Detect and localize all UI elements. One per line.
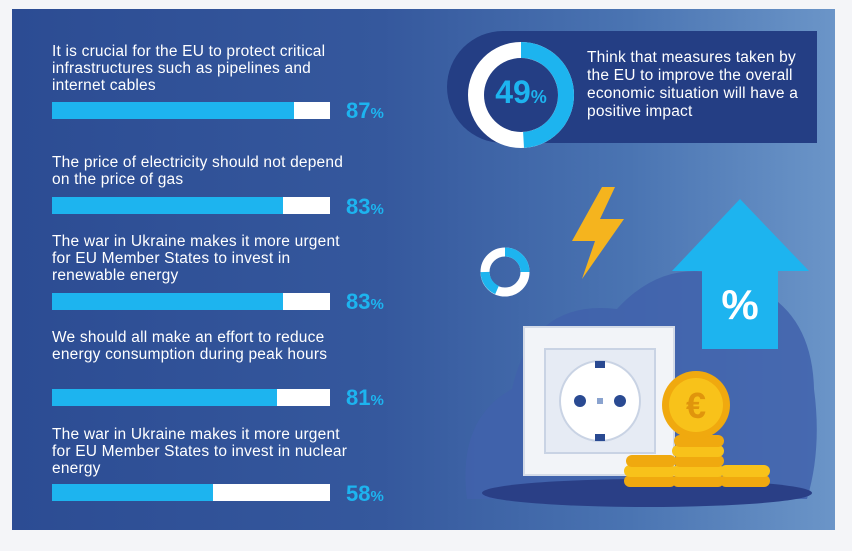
percent-unit: %: [370, 105, 384, 122]
socket-center: [597, 398, 603, 404]
bar-fill: [52, 102, 294, 119]
socket-hole: [614, 395, 626, 407]
highlight-percent: 49%: [476, 75, 566, 114]
socket-ground: [595, 434, 605, 441]
coin: [672, 445, 724, 457]
coin-face: [669, 378, 723, 432]
coin: [720, 465, 770, 477]
percent-label: 87%: [346, 100, 384, 125]
percent-label: 83%: [346, 291, 384, 316]
ring-accent: [480, 271, 500, 295]
statement-text: The price of electricity should not depe…: [52, 154, 344, 188]
bar-fill: [52, 484, 214, 501]
statement-text: It is crucial for the EU to protect crit…: [52, 43, 326, 94]
percent-value: 83: [346, 194, 371, 219]
up-arrow-icon: %: [672, 199, 809, 349]
bar-track: [52, 389, 330, 406]
percent-label: 58%: [346, 483, 384, 508]
bar-track: [52, 102, 330, 119]
percent-value: 83: [346, 289, 371, 314]
percent-unit: %: [370, 488, 384, 505]
highlight-donut: [468, 42, 574, 148]
bar-track: [52, 293, 330, 310]
lightning-bolt-icon: [572, 187, 624, 279]
ring-accent: [504, 247, 530, 273]
statement-text: The war in Ukraine makes it more urgent …: [52, 233, 340, 284]
power-socket-icon: [523, 326, 675, 476]
coin: [624, 465, 676, 477]
arrow-shape: [672, 199, 809, 349]
percent-value: 81: [346, 385, 371, 410]
socket-hole: [574, 395, 586, 407]
coin: [672, 475, 724, 487]
illustration: %: [465, 42, 817, 507]
percent-value: 87: [346, 98, 371, 123]
donut-arc: [468, 42, 574, 148]
coin: [674, 435, 724, 447]
percent-unit: %: [370, 392, 384, 409]
donut-center: [484, 58, 558, 132]
socket-ground: [595, 361, 605, 368]
bar-track: [52, 484, 330, 501]
highlight-value: 49: [495, 74, 531, 110]
ring-icon: [480, 247, 530, 297]
percent-label: 83%: [346, 196, 384, 221]
bar-fill: [52, 389, 278, 406]
highlight-text: Think that measures taken by the EU to i…: [587, 49, 799, 120]
bar-track: [52, 197, 330, 214]
statement-text: The war in Ukraine makes it more urgent …: [52, 426, 348, 477]
percent-unit: %: [370, 296, 384, 313]
euro-coin-icon: €: [662, 371, 730, 439]
statement-text: We should all make an effort to reduce e…: [52, 329, 328, 363]
infographic-panel: It is crucial for the EU to protect crit…: [12, 9, 835, 530]
bar-fill: [52, 197, 283, 214]
coin-symbol: €: [686, 385, 706, 426]
coin: [674, 455, 724, 467]
percent-unit: %: [370, 201, 384, 218]
coin: [672, 465, 724, 477]
coin: [624, 475, 676, 487]
arrow-symbol: %: [721, 281, 758, 328]
coin: [626, 455, 676, 467]
bar-fill: [52, 293, 283, 310]
coin-stack-icon: [624, 435, 770, 487]
percent-value: 58: [346, 481, 371, 506]
coin: [720, 475, 770, 487]
percent-label: 81%: [346, 387, 384, 412]
highlight-unit: %: [530, 87, 547, 107]
